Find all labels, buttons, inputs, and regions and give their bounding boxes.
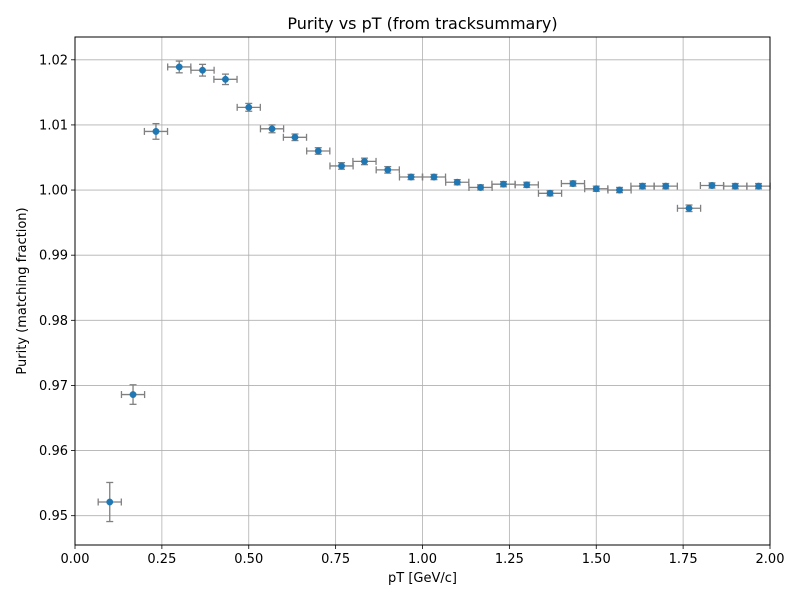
x-tick-label: 1.00 [408, 552, 437, 567]
x-tick-label: 1.75 [669, 552, 698, 567]
x-tick-label: 2.00 [756, 552, 785, 567]
data-point [314, 147, 322, 155]
y-tick-label: 1.00 [39, 184, 68, 199]
y-axis-ticks: 0.95 0.96 0.97 0.98 0.99 1.00 1.01 1.02 [39, 53, 75, 524]
y-tick-label: 0.95 [39, 509, 68, 524]
x-tick-label: 0.00 [61, 552, 90, 567]
data-point [685, 204, 693, 212]
data-point [639, 182, 646, 190]
data-point [245, 103, 253, 111]
x-tick-label: 0.25 [147, 552, 176, 567]
data-point [106, 498, 114, 506]
data-point [616, 186, 623, 194]
data-point [731, 182, 739, 190]
y-tick-label: 0.98 [39, 314, 68, 329]
data-markers [106, 63, 762, 506]
data-point [592, 185, 600, 193]
data-point [175, 63, 183, 71]
data-point [152, 127, 160, 135]
data-point [129, 391, 137, 399]
data-point [662, 182, 670, 190]
data-point [546, 189, 554, 197]
x-axis-label: pT [GeV/c] [388, 571, 457, 586]
y-tick-label: 1.02 [39, 53, 68, 68]
data-point [338, 162, 345, 170]
y-tick-label: 0.96 [39, 444, 68, 459]
data-point [430, 173, 438, 181]
data-point [268, 125, 276, 133]
data-point [361, 157, 368, 165]
data-point [500, 180, 507, 188]
data-point [453, 178, 461, 186]
data-point [523, 181, 531, 189]
data-point [708, 182, 716, 189]
data-point [477, 183, 484, 191]
data-point [291, 133, 299, 141]
x-tick-label: 0.50 [234, 552, 263, 567]
data-point [407, 173, 415, 181]
y-axis-label: Purity (matching fraction) [15, 207, 30, 374]
x-axis-ticks: 0.00 0.25 0.50 0.75 1.00 1.25 1.50 1.75 2.00 [61, 545, 785, 567]
data-point [222, 75, 229, 83]
data-point [569, 180, 577, 187]
x-tick-label: 1.50 [582, 552, 611, 567]
chart-title: Purity vs pT (from tracksummary) [287, 14, 557, 33]
y-tick-label: 0.97 [39, 379, 68, 394]
x-tick-label: 0.75 [321, 552, 350, 567]
data-point [384, 166, 392, 174]
data-point [755, 182, 762, 190]
x-tick-label: 1.25 [495, 552, 524, 567]
y-tick-label: 0.99 [39, 249, 68, 264]
grid [74, 37, 771, 545]
y-tick-label: 1.01 [39, 118, 68, 133]
data-point [199, 66, 206, 74]
